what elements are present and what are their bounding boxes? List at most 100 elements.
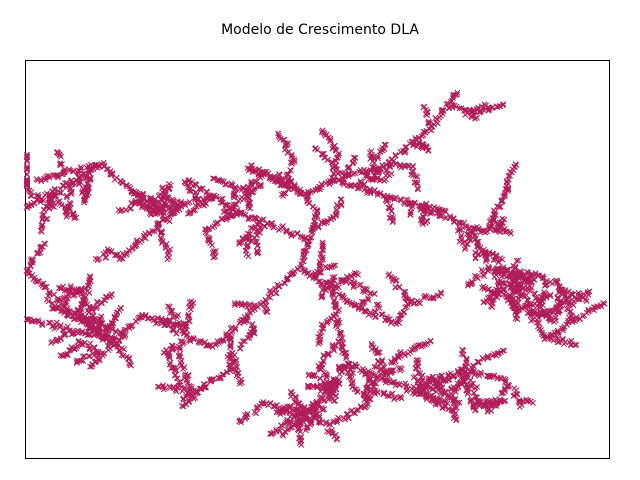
- cluster-particle: [338, 202, 345, 209]
- cluster-particle: [212, 253, 219, 260]
- cluster-particle: [390, 379, 397, 386]
- cluster-particle: [119, 250, 126, 257]
- cluster-particle: [536, 325, 543, 332]
- cluster-particle: [285, 171, 292, 178]
- cluster-particle: [330, 419, 337, 426]
- cluster-particle: [527, 283, 534, 290]
- cluster-particle: [108, 320, 115, 327]
- cluster-particle: [319, 239, 326, 246]
- cluster-particle: [403, 388, 410, 395]
- cluster-particle: [585, 308, 592, 315]
- cluster-particle: [50, 305, 57, 312]
- cluster-particle: [541, 291, 548, 298]
- cluster-particle: [500, 101, 507, 108]
- cluster-particle: [419, 219, 426, 226]
- cluster-particle: [39, 216, 46, 223]
- cluster-particle: [526, 308, 533, 315]
- cluster-particle: [424, 218, 431, 225]
- cluster-particle: [321, 380, 328, 387]
- cluster-particle: [154, 383, 161, 390]
- cluster-particle: [148, 194, 155, 201]
- cluster-particle: [343, 279, 350, 285]
- cluster-particle: [38, 224, 45, 231]
- cluster-particle: [174, 321, 181, 328]
- cluster-particle: [346, 164, 353, 171]
- cluster-particle: [238, 239, 245, 246]
- cluster-particle: [50, 172, 57, 179]
- cluster-particle: [501, 216, 508, 223]
- cluster-particle: [331, 273, 338, 280]
- cluster-particle: [56, 296, 63, 303]
- cluster-particle: [495, 259, 502, 266]
- cluster-particle: [465, 389, 472, 396]
- cluster-particle: [427, 337, 434, 344]
- cluster-particle: [117, 304, 124, 311]
- cluster-particle: [55, 285, 62, 292]
- cluster-particle: [287, 388, 294, 395]
- cluster-particle: [472, 235, 479, 242]
- cluster-particle: [172, 371, 179, 378]
- cluster-particle: [394, 318, 401, 325]
- cluster-particle: [369, 383, 376, 390]
- cluster-particle: [43, 190, 50, 197]
- cluster-particle: [419, 378, 426, 385]
- cluster-particle: [287, 230, 294, 237]
- cluster-particle: [231, 300, 238, 307]
- cluster-particle: [193, 389, 200, 396]
- cluster-particle: [456, 105, 463, 112]
- cluster-particle: [128, 200, 135, 207]
- cluster-particle: [510, 262, 517, 269]
- cluster-particle: [180, 320, 187, 327]
- cluster-particle: [367, 190, 374, 197]
- cluster-particle: [505, 186, 512, 193]
- cluster-particle: [375, 174, 382, 181]
- cluster-particle: [573, 314, 580, 321]
- cluster-particle: [231, 192, 238, 199]
- cluster-particle: [503, 177, 510, 184]
- cluster-particle: [485, 372, 492, 379]
- cluster-particle: [192, 202, 199, 209]
- cluster-particle: [123, 181, 130, 188]
- cluster-particle: [246, 214, 253, 221]
- cluster-particle: [296, 440, 303, 447]
- cluster-particle: [237, 419, 244, 426]
- cluster-particle: [247, 205, 254, 212]
- cluster-particle: [37, 198, 44, 205]
- cluster-particle: [397, 364, 404, 371]
- cluster-particle: [332, 322, 339, 329]
- cluster-particle: [381, 177, 388, 184]
- cluster-particle: [181, 372, 188, 379]
- cluster-particle: [290, 270, 297, 277]
- cluster-particle: [167, 211, 174, 218]
- cluster-particle: [410, 383, 417, 390]
- cluster-particle: [266, 175, 273, 182]
- cluster-particle: [490, 215, 497, 222]
- cluster-particle: [63, 213, 70, 220]
- cluster-particle: [40, 280, 47, 287]
- cluster-particle: [514, 304, 521, 311]
- cluster-particle: [99, 333, 106, 340]
- cluster-particle: [381, 141, 388, 148]
- cluster-particle: [104, 246, 111, 253]
- cluster-particle: [63, 194, 70, 201]
- cluster-particle: [275, 130, 282, 137]
- cluster-particle: [249, 224, 256, 231]
- cluster-particle: [286, 409, 293, 416]
- cluster-particle: [560, 290, 567, 297]
- cluster-particle: [424, 381, 431, 388]
- cluster-particle: [219, 195, 226, 202]
- cluster-particle: [221, 208, 228, 215]
- cluster-particle: [350, 409, 357, 416]
- cluster-particle: [152, 320, 159, 327]
- cluster-particle: [288, 153, 295, 160]
- cluster-particle: [438, 213, 445, 220]
- cluster-particle: [115, 347, 122, 354]
- cluster-particle: [390, 157, 397, 164]
- cluster-particle: [192, 207, 199, 214]
- cluster-particle: [397, 348, 404, 355]
- cluster-particle: [425, 147, 432, 154]
- cluster-particle: [496, 350, 503, 357]
- cluster-particle: [54, 336, 61, 343]
- cluster-particle: [276, 406, 283, 413]
